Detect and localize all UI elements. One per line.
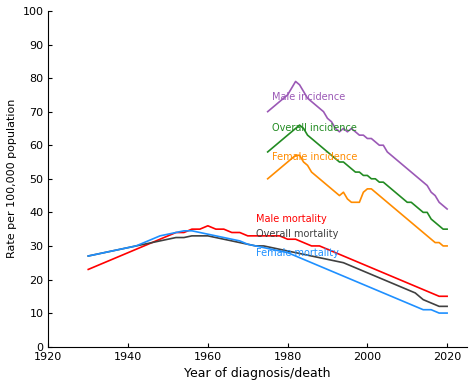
Text: Female mortality: Female mortality [255, 248, 338, 258]
Text: Male incidence: Male incidence [272, 92, 345, 101]
Text: Overall mortality: Overall mortality [255, 229, 338, 239]
Text: Male mortality: Male mortality [255, 214, 327, 224]
Text: Female incidence: Female incidence [272, 152, 357, 162]
Y-axis label: Rate per 100,000 population: Rate per 100,000 population [7, 99, 17, 259]
Text: Overall incidence: Overall incidence [272, 123, 356, 134]
X-axis label: Year of diagnosis/death: Year of diagnosis/death [184, 367, 331, 380]
